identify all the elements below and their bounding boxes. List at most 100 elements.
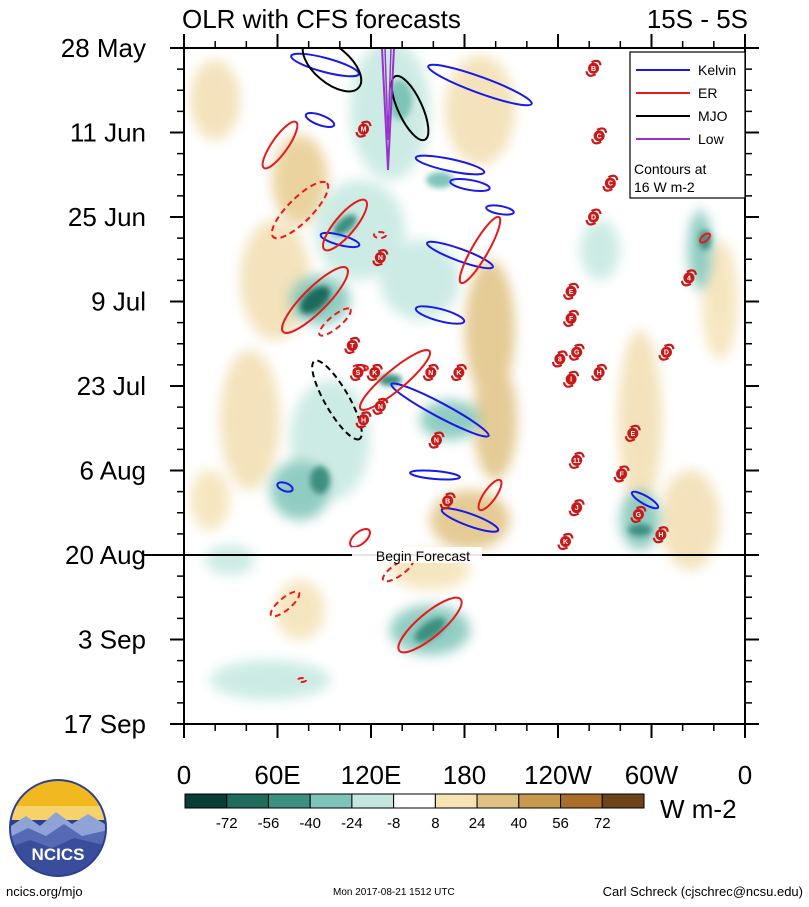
colorbar-tick-label: -24 bbox=[341, 815, 363, 832]
y-tick-label: 23 Jul bbox=[77, 371, 146, 401]
storm-label: N bbox=[378, 404, 383, 411]
x-tick-label: 0 bbox=[738, 760, 752, 790]
colorbar-tick-label: -40 bbox=[299, 815, 321, 832]
storm-marker: I bbox=[563, 370, 580, 388]
storm-label: S bbox=[356, 370, 361, 377]
colorbar-swatch bbox=[267, 793, 311, 809]
legend-label-kelvin: Kelvin bbox=[698, 62, 736, 78]
storm-marker: D bbox=[585, 208, 602, 226]
legend-label-low: Low bbox=[698, 131, 725, 147]
storm-marker: H bbox=[591, 363, 608, 382]
storm-marker: S bbox=[349, 363, 366, 382]
storm-label: J bbox=[575, 505, 579, 512]
storm-label: E bbox=[630, 431, 635, 438]
chart-title: OLR with CFS forecasts bbox=[182, 4, 461, 34]
colorbar-swatch bbox=[184, 793, 228, 809]
colorbar-tick-label: -72 bbox=[216, 815, 238, 832]
storm-label: 8 bbox=[558, 356, 562, 363]
storm-marker: D bbox=[658, 343, 675, 361]
storm-label: K bbox=[372, 370, 377, 377]
begin-forecast-label: Begin Forecast bbox=[376, 548, 470, 564]
footer-timestamp: Mon 2017-08-21 1512 UTC bbox=[333, 887, 455, 898]
colorbar-tick-label: 24 bbox=[469, 815, 486, 832]
storm-marker: F bbox=[563, 309, 580, 327]
storm-marker: G bbox=[568, 343, 585, 361]
storm-marker: M bbox=[355, 120, 372, 138]
storm-label: N bbox=[378, 255, 383, 262]
storm-marker: K bbox=[557, 532, 574, 551]
storm-label: H bbox=[658, 532, 663, 539]
legend-label-er: ER bbox=[698, 85, 717, 101]
storm-marker: K bbox=[450, 363, 467, 382]
storm-marker: H bbox=[355, 411, 372, 429]
legend: Kelvin ER MJO Low Contours at 16 W m-2 bbox=[629, 51, 746, 199]
y-tick-label: 11 Jun bbox=[70, 118, 146, 148]
storm-marker: C bbox=[602, 174, 619, 192]
storm-label: D bbox=[664, 350, 669, 357]
storm-label: 11 bbox=[573, 458, 581, 465]
x-tick-label: 0 bbox=[177, 760, 191, 790]
storm-label: E bbox=[569, 289, 574, 296]
colorbar-tick-label: -56 bbox=[258, 815, 280, 832]
colorbar-tick-label: 40 bbox=[510, 815, 527, 832]
storm-marker: T bbox=[344, 336, 361, 354]
storm-marker: N bbox=[372, 397, 389, 415]
storm-label: K bbox=[563, 539, 568, 546]
footer-url[interactable]: ncics.org/mjo bbox=[6, 884, 83, 899]
storm-label: H bbox=[361, 417, 366, 424]
x-tick-label: 120W bbox=[524, 760, 592, 790]
x-tick-label: 180 bbox=[443, 760, 486, 790]
legend-note-line2: 16 W m-2 bbox=[634, 179, 695, 195]
storm-marker: N bbox=[422, 363, 439, 382]
storm-label: N bbox=[428, 370, 433, 377]
storm-marker: 11 bbox=[568, 451, 585, 469]
colorbar-tick-label: -8 bbox=[387, 815, 400, 832]
storm-marker: F bbox=[613, 465, 630, 483]
storm-marker: K bbox=[366, 363, 383, 382]
colorbar-swatch bbox=[434, 793, 478, 809]
storm-label: T bbox=[350, 343, 355, 350]
footer-author: Carl Schreck (cjschrec@ncsu.edu) bbox=[602, 884, 803, 899]
axes: 28 May 11 Jun 25 Jun 9 Jul 23 Jul 6 Aug 20 Aug… bbox=[61, 33, 759, 790]
storm-marker: 4 bbox=[680, 269, 697, 287]
logo-text: NCICS bbox=[32, 845, 85, 864]
colorbar-swatch bbox=[601, 793, 645, 809]
legend-note-line1: Contours at bbox=[634, 161, 706, 177]
colorbar-swatch bbox=[226, 793, 269, 809]
colorbar-tick-label: 72 bbox=[594, 815, 611, 832]
colorbar-swatch bbox=[476, 793, 520, 809]
x-tick-label: 120E bbox=[341, 760, 402, 790]
storm-label: C bbox=[597, 133, 602, 140]
storm-label: C bbox=[608, 181, 613, 188]
y-tick-label: 9 Jul bbox=[91, 287, 146, 317]
y-tick-label: 25 Jun bbox=[68, 202, 146, 232]
storm-label: G bbox=[636, 512, 642, 519]
y-tick-label: 17 Sep bbox=[64, 709, 146, 739]
colorbar-swatch bbox=[393, 793, 436, 809]
colorbar-tick-label: 56 bbox=[552, 815, 569, 832]
storm-marker: J bbox=[568, 499, 585, 517]
y-tick-label: 6 Aug bbox=[79, 456, 146, 486]
storm-label: B bbox=[445, 498, 450, 505]
colorbar-swatch bbox=[560, 793, 603, 809]
x-tick-label: 60W bbox=[625, 760, 679, 790]
y-tick-label: 28 May bbox=[61, 33, 146, 63]
storm-marker: B bbox=[585, 59, 602, 77]
tropical-cyclone-markers: B C C D M N E F 4 D T G 8 H I S K N K N H E N 11 F B J G H K bbox=[344, 59, 697, 551]
storm-label: 4 bbox=[687, 275, 691, 282]
legend-label-mjo: MJO bbox=[698, 108, 728, 124]
colorbar-swatch bbox=[309, 793, 353, 809]
colorbar: -72 -56 -40 -24 -8 8 24 40 56 72 bbox=[184, 793, 645, 832]
storm-label: D bbox=[591, 215, 596, 222]
storm-label: B bbox=[591, 66, 596, 73]
storm-marker: E bbox=[624, 424, 641, 442]
y-tick-label: 3 Sep bbox=[78, 625, 146, 655]
storm-marker: E bbox=[563, 282, 580, 300]
colorbar-unit: W m-2 bbox=[660, 794, 737, 824]
storm-label: F bbox=[569, 316, 574, 323]
storm-label: G bbox=[574, 350, 580, 357]
storm-label: F bbox=[619, 471, 624, 478]
ncics-logo: NCICS bbox=[9, 779, 107, 877]
storm-label: H bbox=[597, 370, 602, 377]
